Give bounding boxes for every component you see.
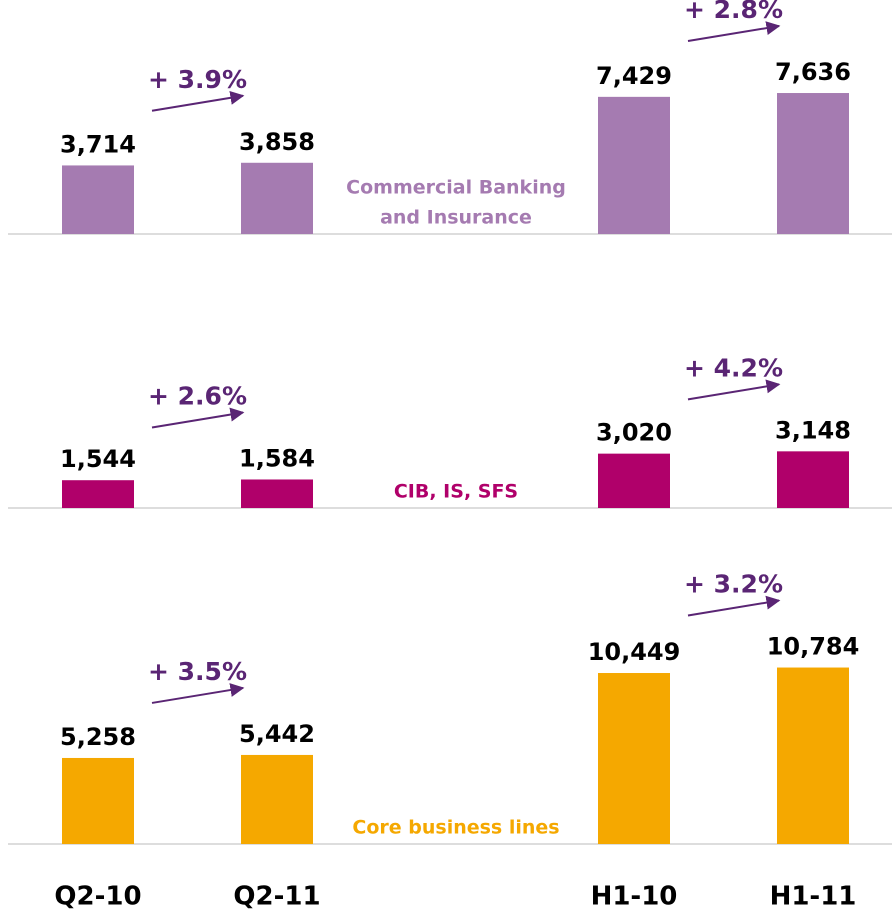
bar: [62, 165, 134, 234]
value-label: 5,258: [60, 723, 136, 751]
growth-label: + 2.6%: [148, 381, 247, 410]
bar: [777, 451, 849, 508]
growth-arrow: [151, 683, 245, 704]
x-tick-label: H1-11: [770, 882, 857, 912]
bar: [598, 673, 670, 844]
bar: [241, 479, 313, 508]
x-tick-label: Q2-11: [233, 882, 320, 912]
value-label: 7,429: [596, 62, 672, 90]
growth-label: + 2.8%: [684, 0, 783, 24]
value-label: 3,020: [596, 419, 672, 447]
x-tick-label: Q2-10: [54, 882, 141, 912]
growth-label: + 3.5%: [148, 657, 247, 686]
series-label: Core business lines: [352, 817, 559, 839]
value-label: 10,784: [767, 633, 860, 661]
value-label: 5,442: [239, 720, 315, 748]
growth-label: + 3.2%: [684, 570, 783, 599]
growth-arrow: [151, 407, 245, 429]
series-label: and Insurance: [380, 207, 532, 229]
bar: [241, 754, 313, 844]
bar: [62, 480, 134, 508]
bar: [62, 757, 134, 844]
value-label: 10,449: [588, 638, 681, 666]
growth-label: + 3.9%: [148, 65, 247, 94]
value-label: 7,636: [775, 58, 851, 86]
growth-label: + 4.2%: [684, 353, 783, 382]
bar: [598, 453, 670, 508]
value-label: 1,544: [60, 445, 136, 473]
series-label: CIB, IS, SFS: [394, 481, 518, 503]
growth-arrow: [687, 21, 781, 43]
value-label: 1,584: [239, 444, 315, 472]
value-label: 3,858: [239, 128, 315, 156]
growth-arrow: [151, 90, 245, 112]
bar: [777, 93, 849, 234]
growth-arrow: [687, 595, 781, 617]
bar: [598, 96, 670, 234]
value-label: 3,714: [60, 130, 136, 158]
x-tick-label: H1-10: [591, 882, 678, 912]
bar: [241, 162, 313, 234]
value-label: 3,148: [775, 416, 851, 444]
growth-arrow: [687, 379, 781, 401]
series-label: Commercial Banking: [346, 177, 566, 199]
bar: [777, 667, 849, 844]
